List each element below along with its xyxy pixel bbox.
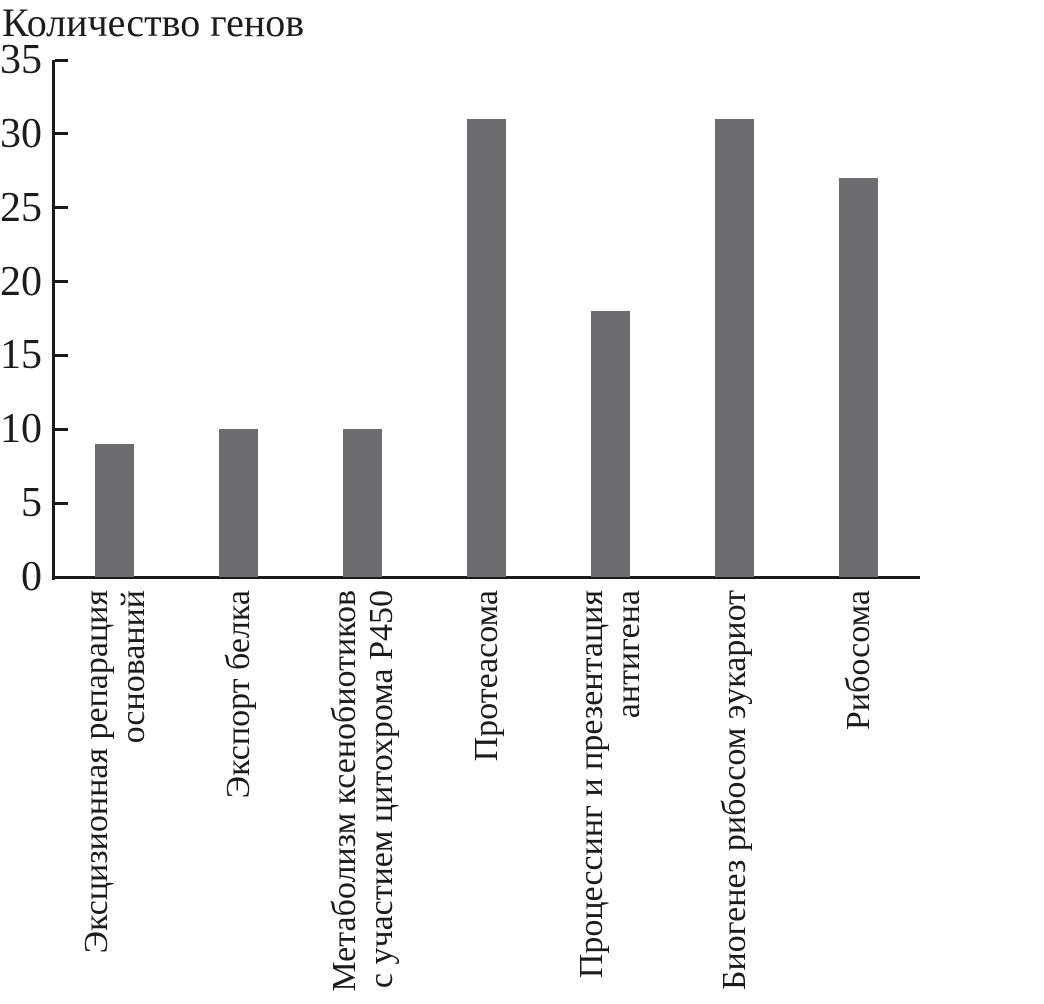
y-tick	[55, 280, 68, 284]
x-axis-line	[52, 576, 920, 579]
bar	[714, 119, 754, 577]
y-tick-label: 20	[0, 258, 42, 305]
category-label: Биогенез рибосом эукариот	[715, 590, 753, 991]
category-label: Экспорт белка	[220, 590, 258, 799]
category-label: Протеасома	[468, 590, 505, 762]
category-label: Рибосома	[839, 590, 877, 731]
y-tick-label: 5	[21, 480, 42, 527]
y-tick	[55, 58, 68, 62]
category-label: Эксцизионная репарация оснований	[77, 590, 152, 954]
y-tick-label: 0	[21, 554, 42, 600]
y-tick	[55, 353, 68, 357]
bar	[838, 178, 878, 577]
chart-title: Количество генов	[2, 0, 305, 45]
bar	[467, 119, 506, 577]
bar	[95, 444, 135, 577]
y-tick-label: 35	[0, 37, 42, 83]
bar	[219, 429, 259, 577]
y-tick	[55, 501, 68, 505]
y-tick	[55, 132, 68, 136]
y-tick	[55, 427, 68, 431]
y-tick-label: 15	[0, 332, 42, 379]
y-tick-label: 10	[0, 406, 42, 453]
category-label: Процессинг и презентация антигена	[573, 590, 648, 979]
y-tick-label: 25	[0, 184, 42, 231]
y-axis-line	[52, 60, 55, 580]
y-tick	[55, 206, 68, 210]
y-tick-label: 30	[0, 110, 42, 157]
bar	[590, 311, 630, 577]
bar	[343, 429, 383, 577]
category-label: Метаболизм ксенобиотиков с участием цито…	[325, 590, 400, 992]
y-tick	[55, 575, 68, 579]
